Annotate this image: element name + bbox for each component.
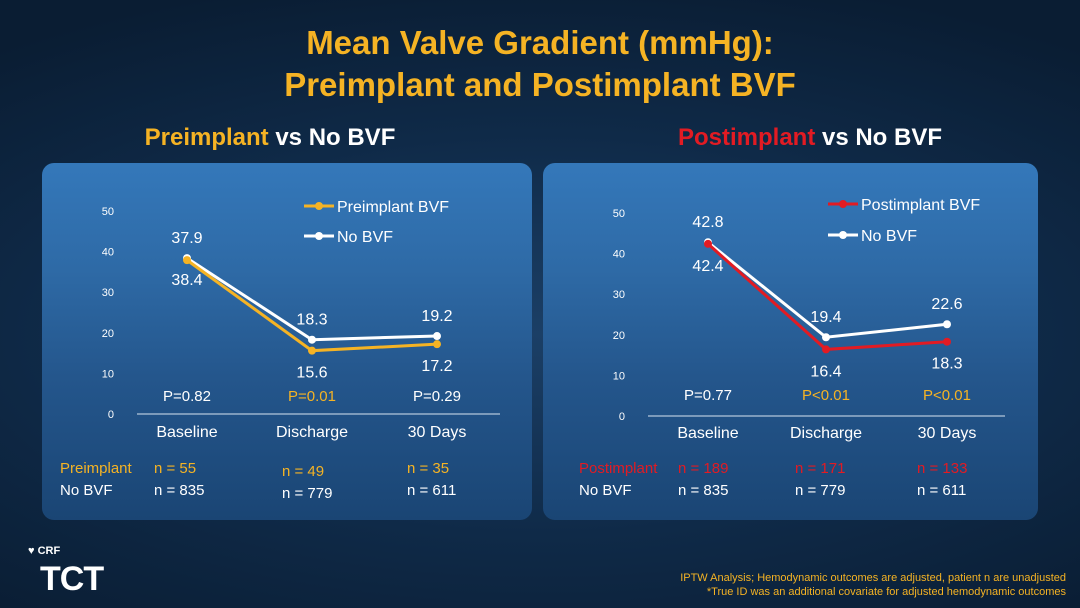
right-chart-svg: 0 10 20 30 40 50 Baseline Discharge 30 Days 42.4 1… (579, 197, 1005, 499)
data-label-series-1-1: 18.3 (296, 312, 327, 329)
series-1-point-1 (308, 335, 316, 344)
n-row-label-0: Postimplant (579, 460, 658, 477)
y-tick-label-40: 40 (613, 249, 625, 261)
series-0-point-2 (433, 340, 441, 349)
legend-label-0: Postimplant BVF (861, 197, 980, 214)
left-chart-title: Preimplant vs No BVF (0, 124, 540, 152)
data-label-series-0-2: 17.2 (421, 358, 452, 375)
category-label-2: 30 Days (918, 425, 977, 442)
data-label-series-0-2: 18.3 (931, 356, 962, 373)
slide-title-line2: Preimplant and Postimplant BVF (284, 66, 796, 103)
category-label-1: Discharge (790, 425, 862, 442)
y-tick-label-40: 40 (102, 247, 114, 259)
p-value-2: P<0.01 (923, 387, 971, 404)
right-chart-title-highlight: Postimplant (677, 124, 816, 151)
data-label-series-1-2: 22.6 (931, 296, 962, 313)
legend-label-0: Preimplant BVF (337, 199, 449, 216)
p-value-1: P=0.01 (288, 388, 336, 405)
slide-title-line1: Mean Valve Gradient (mmHg): (306, 24, 774, 61)
y-tick-label-10: 10 (102, 368, 114, 380)
left-chart-svg: 0 10 20 30 40 50 Baseline Discharge 30 Days 37.9 1… (60, 199, 500, 502)
n-value-0-2: n = 35 (407, 460, 449, 477)
data-label-series-1-1: 19.4 (810, 309, 841, 326)
n-value-1-2: n = 611 (407, 482, 456, 499)
p-value-0: P=0.77 (684, 387, 732, 404)
series-1-point-2 (433, 332, 441, 341)
legend-label-1: No BVF (337, 229, 393, 246)
n-value-0-1: n = 171 (795, 460, 845, 477)
tct-logo: TCT (40, 560, 104, 598)
data-label-series-0-1: 15.6 (296, 365, 327, 382)
series-0-point-0 (704, 239, 712, 248)
n-row-label-0: Preimplant (60, 460, 133, 477)
series-1-point-2 (943, 320, 951, 329)
right-chart-panel: 0 10 20 30 40 50 Baseline Discharge 30 Days 42.4 1… (543, 163, 1038, 520)
left-chart-title-rest: vs No BVF (268, 124, 396, 151)
y-tick-label-0: 0 (619, 411, 625, 423)
series-0-point-1 (822, 345, 830, 354)
n-value-1-0: n = 835 (678, 482, 728, 499)
y-tick-label-30: 30 (102, 287, 114, 299)
p-value-2: P=0.29 (413, 388, 461, 405)
n-value-0-1: n = 49 (282, 463, 324, 480)
n-value-0-0: n = 55 (154, 460, 196, 477)
footnote: IPTW Analysis; Hemodynamic outcomes are … (680, 571, 1066, 599)
y-tick-label-10: 10 (613, 370, 625, 382)
y-tick-label-50: 50 (613, 208, 625, 220)
n-row-label-1: No BVF (579, 482, 632, 499)
y-tick-label-20: 20 (613, 330, 625, 342)
crf-logo-text: CRF (37, 545, 61, 557)
data-label-series-0-0: 42.4 (692, 258, 723, 275)
y-tick-label-50: 50 (102, 206, 114, 218)
data-label-series-0-0: 37.9 (171, 230, 202, 247)
category-label-1: Discharge (276, 424, 348, 441)
legend-marker-0 (315, 202, 323, 210)
n-value-1-0: n = 835 (154, 482, 204, 499)
n-value-1-1: n = 779 (282, 485, 332, 502)
n-value-1-2: n = 611 (917, 482, 966, 499)
crf-logo: ♥ CRF (28, 545, 61, 557)
p-value-0: P=0.82 (163, 388, 211, 405)
slide-title: Mean Valve Gradient (mmHg): Preimplant a… (0, 22, 1080, 106)
series-1-point-1 (822, 333, 830, 342)
p-value-1: P<0.01 (802, 387, 850, 404)
right-chart-title: Postimplant vs No BVF (540, 124, 1080, 152)
series-0-point-2 (943, 337, 951, 346)
y-tick-label-30: 30 (613, 289, 625, 301)
data-label-series-1-0: 38.4 (171, 272, 202, 289)
left-chart-panel: 0 10 20 30 40 50 Baseline Discharge 30 Days 37.9 1… (42, 163, 532, 520)
legend-marker-1 (315, 232, 323, 240)
n-value-0-2: n = 133 (917, 460, 967, 477)
left-chart-title-highlight: Preimplant (144, 124, 269, 151)
category-label-0: Baseline (677, 425, 738, 442)
series-0-point-0 (183, 256, 191, 265)
legend-marker-1 (839, 231, 847, 239)
right-chart-title-rest: vs No BVF (815, 124, 943, 151)
category-label-2: 30 Days (408, 424, 467, 441)
y-tick-label-0: 0 (108, 409, 114, 421)
data-label-series-1-0: 42.8 (692, 214, 723, 231)
series-0-point-1 (308, 346, 316, 355)
data-label-series-1-2: 19.2 (421, 308, 452, 325)
y-tick-label-20: 20 (102, 328, 114, 340)
n-value-1-1: n = 779 (795, 482, 845, 499)
footnote-line1: IPTW Analysis; Hemodynamic outcomes are … (680, 572, 1066, 584)
footnote-line2: *True ID was an additional covariate for… (706, 586, 1066, 598)
n-row-label-1: No BVF (60, 482, 113, 499)
n-value-0-0: n = 189 (678, 460, 728, 477)
legend-marker-0 (839, 200, 847, 208)
category-label-0: Baseline (156, 424, 217, 441)
legend-label-1: No BVF (861, 228, 917, 245)
data-label-series-0-1: 16.4 (810, 363, 841, 380)
